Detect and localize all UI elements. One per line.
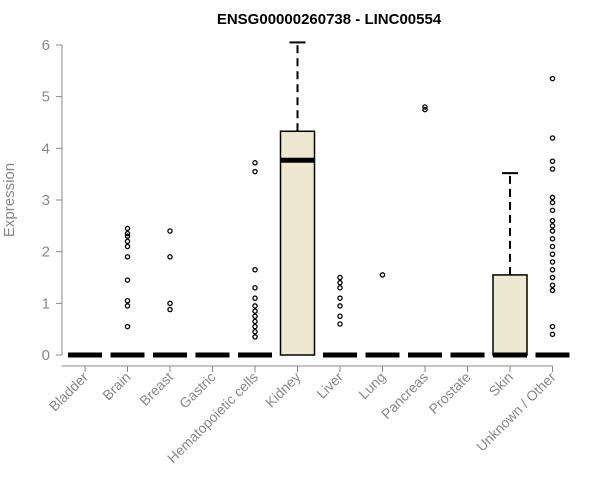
outlier-point	[252, 334, 258, 340]
x-tick-label: Lung	[355, 369, 388, 402]
outlier-point	[337, 321, 343, 327]
outlier-point	[337, 285, 343, 291]
outlier-point	[549, 235, 556, 242]
y-tick-label: 6	[42, 37, 50, 54]
outlier-point	[549, 287, 556, 294]
outlier-point	[252, 160, 258, 166]
outlier-point	[337, 295, 343, 301]
outlier-point	[252, 303, 258, 309]
x-tick-label: Skin	[486, 369, 517, 400]
outlier-point	[252, 308, 258, 314]
outlier-point	[167, 228, 173, 234]
outlier-point	[337, 274, 343, 281]
x-tick-label: Kidney	[262, 369, 304, 411]
box-group	[365, 272, 400, 358]
outlier-point	[549, 259, 556, 265]
box-group	[535, 75, 570, 358]
y-axis-label: Expression	[1, 163, 18, 237]
outlier-point	[252, 168, 258, 175]
box-body	[492, 274, 528, 356]
outlier-point	[124, 230, 131, 237]
box-group	[492, 172, 528, 358]
x-tick-label: Unknown / Other	[473, 369, 559, 455]
outlier-point	[124, 225, 131, 232]
outlier-point	[549, 199, 556, 206]
box-group	[238, 160, 272, 358]
outlier-point	[549, 75, 556, 82]
outlier-point	[549, 194, 556, 201]
outlier-point	[252, 323, 258, 330]
outlier-point	[549, 217, 556, 224]
outlier-point	[549, 266, 556, 273]
y-tick-label: 3	[42, 192, 50, 209]
outlier-point	[549, 207, 556, 214]
box-group	[323, 274, 357, 358]
outlier-point	[124, 297, 131, 304]
outlier-point	[252, 328, 258, 335]
outlier-point	[549, 323, 556, 330]
outlier-point	[379, 272, 386, 278]
y-tick-label: 2	[42, 244, 50, 261]
box-group	[110, 225, 145, 358]
outlier-point	[337, 303, 343, 309]
outlier-point	[124, 323, 131, 330]
box-group	[408, 104, 442, 358]
x-tick-label: Breast	[136, 369, 176, 409]
outlier-point	[549, 166, 556, 172]
boxes	[68, 41, 570, 358]
outlier-point	[124, 303, 131, 309]
box-body	[279, 130, 316, 356]
chart-title: ENSG00000260738 - LINC00554	[217, 11, 442, 28]
x-tick-label: Prostate	[425, 369, 473, 417]
outlier-point	[549, 158, 556, 164]
outlier-point	[422, 106, 428, 113]
x-tick-label: Liver	[313, 369, 346, 402]
outlier-point	[124, 243, 131, 250]
outlier-point	[124, 233, 131, 239]
outlier-point	[549, 135, 556, 141]
outlier-point	[252, 313, 258, 319]
outlier-point	[124, 238, 131, 245]
x-tick-label: Bladder	[46, 369, 92, 415]
outlier-point	[337, 279, 343, 286]
y-tick-label: 4	[42, 140, 50, 157]
outlier-point	[252, 295, 258, 301]
outlier-point	[549, 228, 556, 234]
outlier-point	[167, 306, 173, 313]
outlier-point	[337, 313, 343, 319]
y-axis: 0 1 2 3 4 5 6	[42, 37, 63, 364]
box-group	[279, 41, 316, 356]
outlier-point	[549, 282, 556, 288]
outlier-point	[549, 274, 556, 281]
x-tick-label: Pancreas	[378, 369, 431, 422]
y-tick-label: 1	[42, 295, 50, 312]
outlier-point	[124, 254, 131, 260]
outlier-point	[252, 266, 258, 273]
x-tick-label: Brain	[99, 369, 133, 403]
y-tick-label: 5	[42, 89, 50, 106]
outlier-point	[549, 243, 556, 250]
outlier-point	[167, 254, 173, 260]
outlier-point	[252, 285, 258, 291]
outlier-point	[549, 331, 556, 338]
outlier-point	[549, 251, 556, 257]
outlier-point	[549, 223, 556, 229]
outlier-point	[422, 104, 428, 110]
y-tick-label: 0	[42, 347, 50, 364]
outlier-point	[167, 300, 173, 307]
box-group	[153, 228, 187, 358]
outlier-point	[124, 277, 131, 283]
outlier-point	[252, 318, 258, 325]
